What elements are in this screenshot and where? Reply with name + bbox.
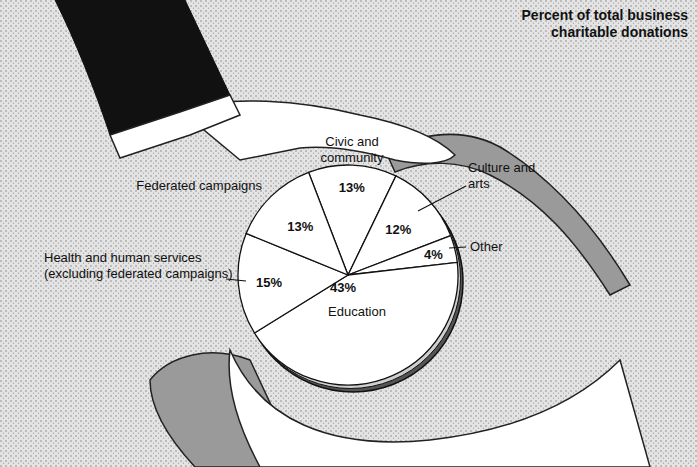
title-line: Percent of total business <box>522 7 689 23</box>
data-label: 4% <box>424 247 443 262</box>
leader-line <box>418 186 466 211</box>
category-label: Culture andarts <box>468 160 535 191</box>
category-label: Health and human services(excluding fede… <box>44 250 233 281</box>
labels: 13% Civic andcommunity 12% Culture andarts 4… <box>44 7 688 319</box>
illustration <box>55 0 650 467</box>
leader-line <box>449 247 466 248</box>
data-label: 15% <box>256 275 282 290</box>
category-label: Civic andcommunity <box>321 134 384 165</box>
data-label: 13% <box>339 180 365 195</box>
title-line: charitable donations <box>551 24 688 40</box>
data-label: 13% <box>287 219 313 234</box>
category-label: Federated campaigns <box>136 178 262 193</box>
leader-line <box>226 279 246 281</box>
category-label-line: (excluding federated campaigns) <box>44 266 233 281</box>
cuff <box>110 95 240 158</box>
category-label-line: Civic and <box>325 134 378 149</box>
category-label-line: arts <box>468 176 490 191</box>
title: Percent of total businesscharitable dona… <box>522 7 689 40</box>
category-label: Education <box>328 304 386 319</box>
category-label-line: Culture and <box>468 160 535 175</box>
chart: 13% Civic andcommunity 12% Culture andarts 4… <box>0 0 697 467</box>
category-label-line: Other <box>470 239 503 254</box>
category-label-line: Education <box>328 304 386 319</box>
category-label-line: Health and human services <box>44 250 202 265</box>
category-label: Other <box>470 239 503 254</box>
pie <box>238 165 458 385</box>
category-label-line: Federated campaigns <box>136 178 262 193</box>
background <box>0 0 697 467</box>
data-label: 43% <box>330 280 356 295</box>
data-label: 12% <box>385 222 411 237</box>
category-label-line: community <box>321 150 384 165</box>
